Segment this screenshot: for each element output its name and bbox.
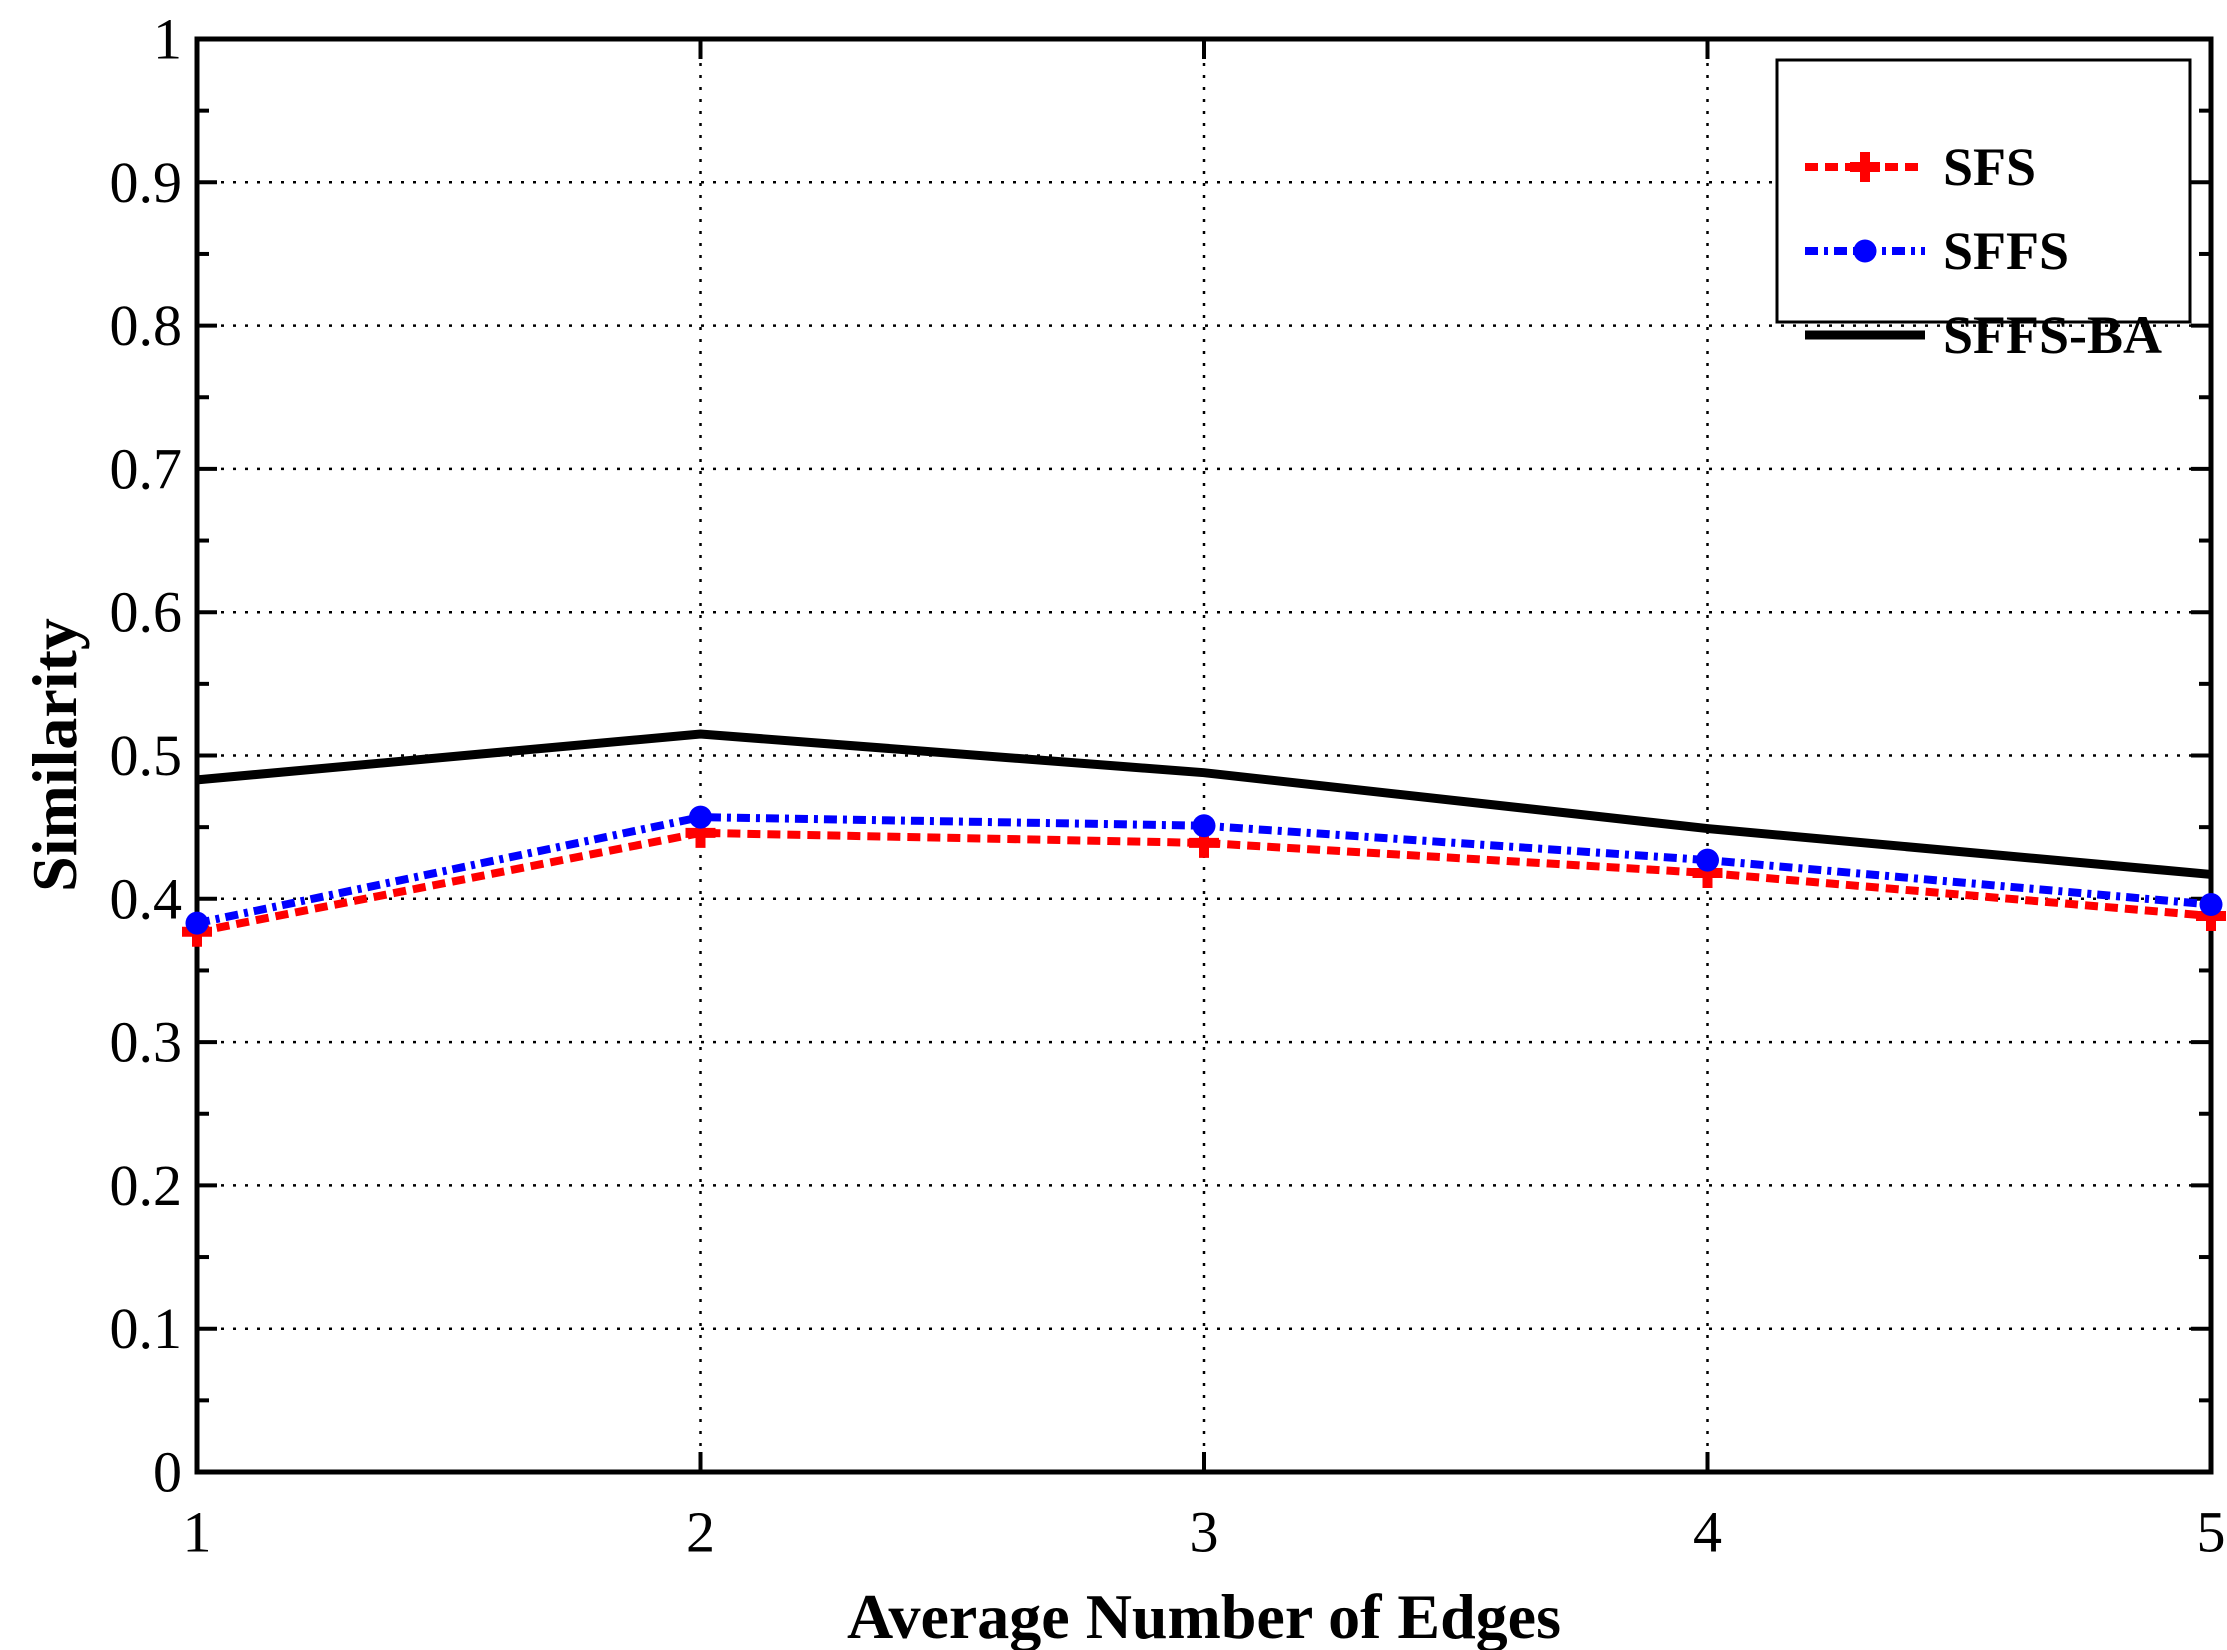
plus-marker <box>1850 152 1880 182</box>
y-tick-label: 0.9 <box>110 150 183 215</box>
x-tick-label: 1 <box>183 1500 212 1565</box>
legend-item-sfs: SFS <box>1805 137 2036 197</box>
y-tick-label: 1 <box>153 7 182 72</box>
circle-marker <box>2199 893 2223 917</box>
circle-marker <box>1696 848 1719 872</box>
y-tick-label: 0.3 <box>110 1010 183 1075</box>
circle-marker <box>689 805 712 829</box>
legend-item-sffs-ba: SFFS-BA <box>1805 305 2162 365</box>
x-axis-label: Average Number of Edges <box>847 1581 1561 1650</box>
y-tick-label: 0.1 <box>110 1296 183 1361</box>
x-tick-label: 5 <box>2197 1500 2226 1565</box>
y-tick-label: 0.2 <box>110 1153 183 1218</box>
x-tick-label: 4 <box>1693 1500 1722 1565</box>
series-sffs <box>185 805 2223 935</box>
circle-marker <box>1192 814 1216 838</box>
legend-label: SFFS <box>1943 221 2069 281</box>
x-tick-label: 3 <box>1190 1500 1219 1565</box>
legend: SFS SFFS SFFS-BA <box>1775 58 2192 365</box>
legend-box <box>1775 58 2192 324</box>
series-line <box>196 828 2212 936</box>
y-tick-label: 0.5 <box>110 723 183 788</box>
y-tick-label: 0 <box>153 1440 182 1505</box>
y-tick-label: 0.6 <box>110 580 183 645</box>
series-line <box>196 729 2212 879</box>
y-tick-label: 0.7 <box>110 436 183 501</box>
y-tick-label: 0.8 <box>110 293 183 358</box>
legend-label: SFFS-BA <box>1943 305 2162 365</box>
x-tick-label: 2 <box>686 1500 715 1565</box>
legend-item-sffs: SFFS <box>1805 221 2069 281</box>
legend-label: SFS <box>1943 137 2036 197</box>
series-sffs-ba <box>196 729 2212 879</box>
circle-marker <box>1853 239 1877 263</box>
circle-marker <box>185 911 209 935</box>
y-axis-label: Similarity <box>19 618 90 892</box>
y-tick-label: 0.4 <box>110 866 183 931</box>
